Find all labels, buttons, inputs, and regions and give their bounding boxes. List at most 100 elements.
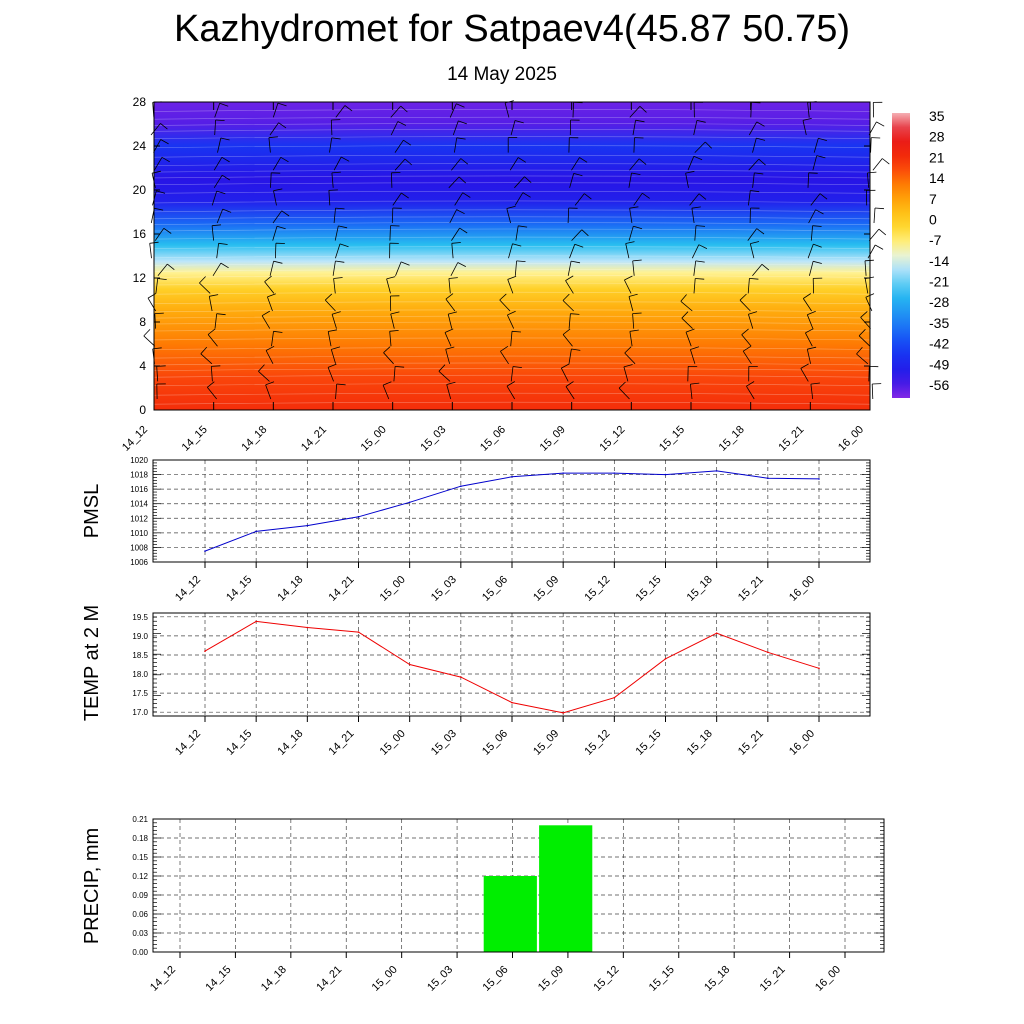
contour-line <box>153 182 871 185</box>
wind-barb <box>628 226 634 241</box>
wind-barb-flag <box>344 105 353 112</box>
wind-barb-flag <box>579 157 588 163</box>
x-tick-label: 14_21 <box>327 728 357 758</box>
wind-barb-flag <box>216 313 226 316</box>
wind-barb-flag <box>268 136 278 139</box>
panel-frame <box>152 818 885 953</box>
wind-barb <box>271 331 274 347</box>
wind-barb-flag <box>389 330 399 332</box>
x-tick-label: 14_18 <box>275 574 305 604</box>
wind-barb <box>747 278 750 294</box>
wind-barb <box>391 172 393 188</box>
wind-barb <box>273 190 277 206</box>
wind-barb <box>217 137 222 153</box>
wind-barb <box>629 331 633 347</box>
wind-barb-flag <box>456 137 466 140</box>
wind-barb <box>261 315 271 329</box>
wind-barb <box>633 192 643 206</box>
wind-barb <box>628 296 634 312</box>
wind-barb-flag <box>517 157 527 163</box>
x-tick-label: 15_15 <box>647 964 677 994</box>
wind-barb-flag <box>571 348 581 351</box>
wind-barb-flag <box>681 311 689 319</box>
wind-barb <box>748 314 754 329</box>
contour-line <box>153 255 871 259</box>
wind-barb <box>451 243 454 259</box>
wind-barb-flag <box>741 328 749 336</box>
wind-barb-flag <box>331 346 341 350</box>
x-tick-label: 16_00 <box>787 574 817 604</box>
wind-barb <box>448 278 451 294</box>
wind-barb-flag <box>163 227 172 234</box>
temp-point <box>408 663 411 666</box>
wind-barb <box>802 120 807 136</box>
wind-barb-flag <box>691 206 701 209</box>
wind-barb-flag <box>756 228 765 235</box>
wind-barb-flag <box>574 243 584 248</box>
wind-barb <box>752 172 755 188</box>
wind-barb <box>329 137 333 153</box>
wind-barb-flag <box>401 192 409 199</box>
x-tick-label: 14_21 <box>327 574 357 604</box>
y-tick-label: 0.09 <box>132 891 148 900</box>
wind-barb <box>624 279 632 294</box>
wind-barb-flag <box>754 172 764 175</box>
x-tick-label: 15_15 <box>634 574 664 604</box>
contour-line <box>153 129 871 132</box>
wind-barb <box>211 225 214 241</box>
wind-barb <box>691 244 700 259</box>
wind-barb-flag <box>462 192 471 198</box>
wind-barb <box>872 158 883 171</box>
wind-barb-flag <box>516 260 526 262</box>
wind-barb-flag <box>810 382 820 385</box>
wind-barb <box>571 157 580 171</box>
wind-barb-flag <box>446 381 456 385</box>
wind-barb <box>390 105 402 118</box>
wind-barb <box>629 158 640 171</box>
wind-barb-flag <box>875 244 884 250</box>
wind-barb-flag <box>506 381 516 387</box>
x-tick-label: 14_12 <box>148 964 178 994</box>
wind-barb-flag <box>690 346 700 350</box>
wind-barb <box>562 300 574 312</box>
x-tick-label: 15_06 <box>478 424 508 454</box>
wind-barb-flag <box>451 242 461 244</box>
x-tick-label: 14_15 <box>224 728 254 758</box>
wind-barb-flag <box>813 243 822 248</box>
x-tick-label: 15_15 <box>657 424 687 454</box>
wind-barb <box>812 155 818 171</box>
wind-barb-flag <box>278 122 287 129</box>
wind-barb <box>211 190 218 206</box>
wind-barb <box>514 260 517 276</box>
wind-barb-flag <box>864 259 874 262</box>
wind-barb <box>748 158 760 171</box>
wind-barb <box>560 367 569 382</box>
wind-barb-flag <box>161 156 170 163</box>
x-tick-label: 14_12 <box>173 574 203 604</box>
x-tick-label: 15_09 <box>538 424 568 454</box>
wind-barb-flag <box>562 293 570 301</box>
wind-barb-flag <box>642 192 650 199</box>
wind-barb-flag <box>328 329 338 332</box>
temp-point <box>460 676 462 678</box>
wind-barb <box>154 157 163 171</box>
wind-barb-flag <box>327 363 337 368</box>
wind-barb <box>868 366 870 382</box>
colorbar-label: 28 <box>929 129 945 145</box>
wind-barb <box>213 174 223 189</box>
wind-barb <box>269 122 279 136</box>
wind-barb-flag <box>629 206 639 209</box>
wind-barb <box>332 260 336 276</box>
wind-barb <box>395 261 402 276</box>
wind-barb <box>571 229 583 241</box>
wind-barb <box>391 207 394 224</box>
x-tick-label: 15_03 <box>418 424 448 454</box>
wind-barb <box>265 384 272 400</box>
wind-barb <box>632 313 635 329</box>
y-tick-label: 0.06 <box>132 910 148 919</box>
x-tick-label: 15_21 <box>736 574 766 604</box>
wind-barb-flag <box>220 262 229 269</box>
contour-line <box>153 309 871 313</box>
wind-barb-flag <box>448 277 458 279</box>
wind-barb-flag <box>280 156 289 163</box>
